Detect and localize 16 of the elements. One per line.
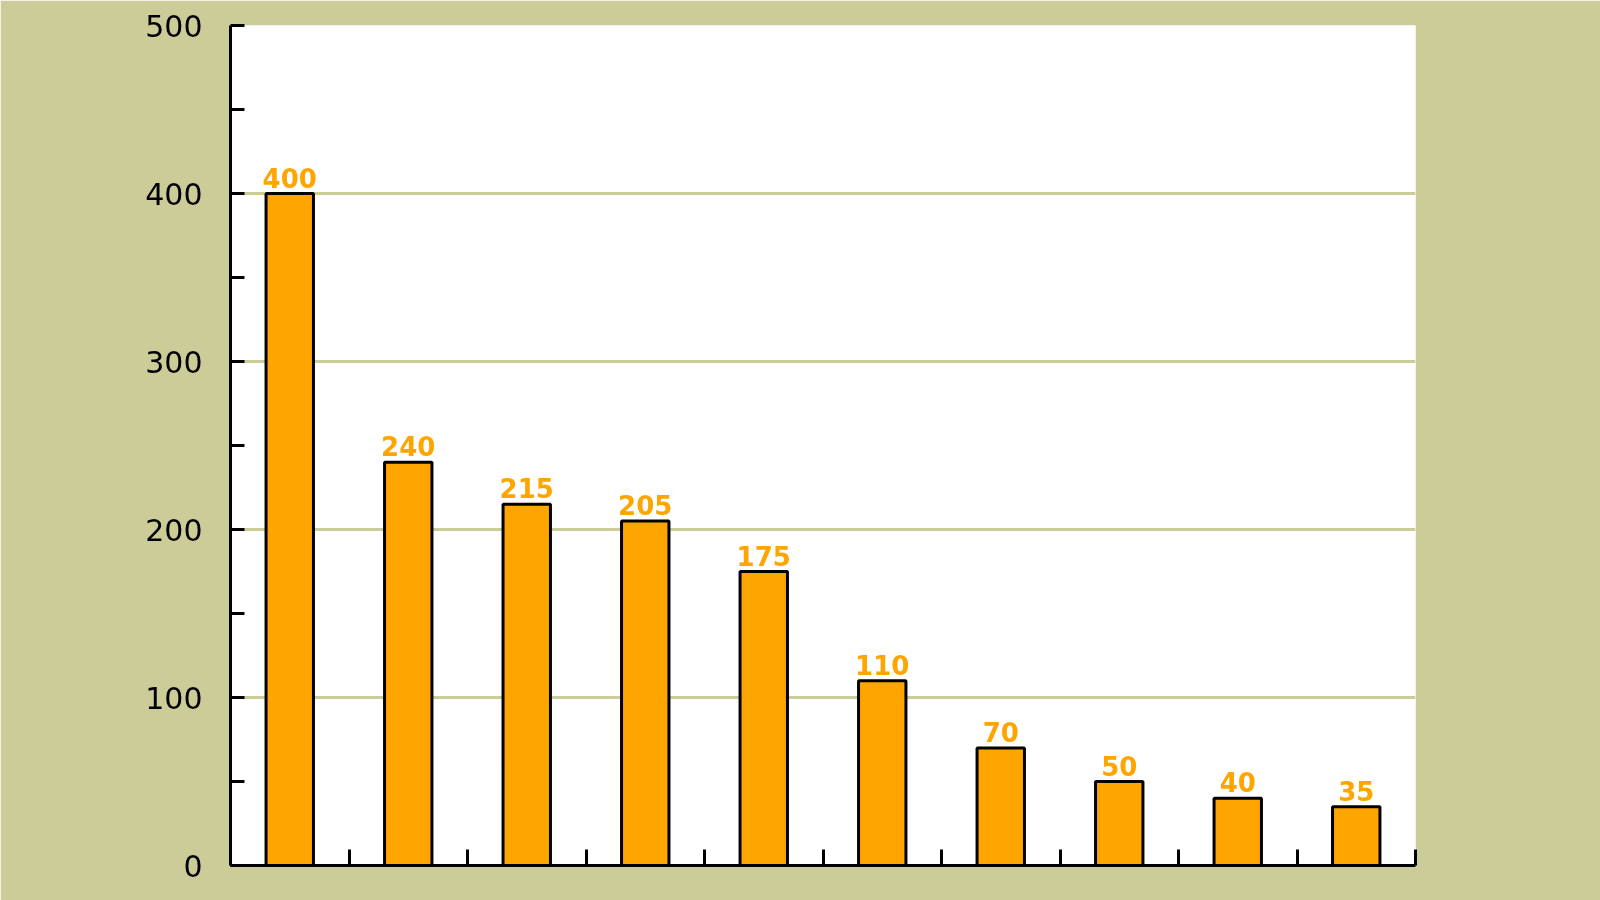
- y-tick-label: 0: [183, 848, 203, 884]
- data-label: 110: [855, 650, 910, 681]
- data-label: 70: [982, 717, 1019, 748]
- data-label: 50: [1101, 751, 1138, 782]
- y-tick-label: 200: [145, 512, 203, 548]
- data-label: 175: [736, 541, 791, 572]
- y-tick-label: 100: [145, 680, 203, 716]
- data-label: 205: [618, 491, 673, 522]
- y-tick-label: 300: [145, 344, 203, 380]
- y-tick-label: 500: [145, 8, 203, 44]
- data-label: 400: [262, 163, 317, 194]
- data-label: 40: [1219, 768, 1256, 799]
- data-label: 240: [381, 432, 436, 463]
- data-label: 215: [499, 474, 554, 505]
- data-label: 35: [1338, 776, 1375, 807]
- y-tick-label: 400: [145, 176, 203, 212]
